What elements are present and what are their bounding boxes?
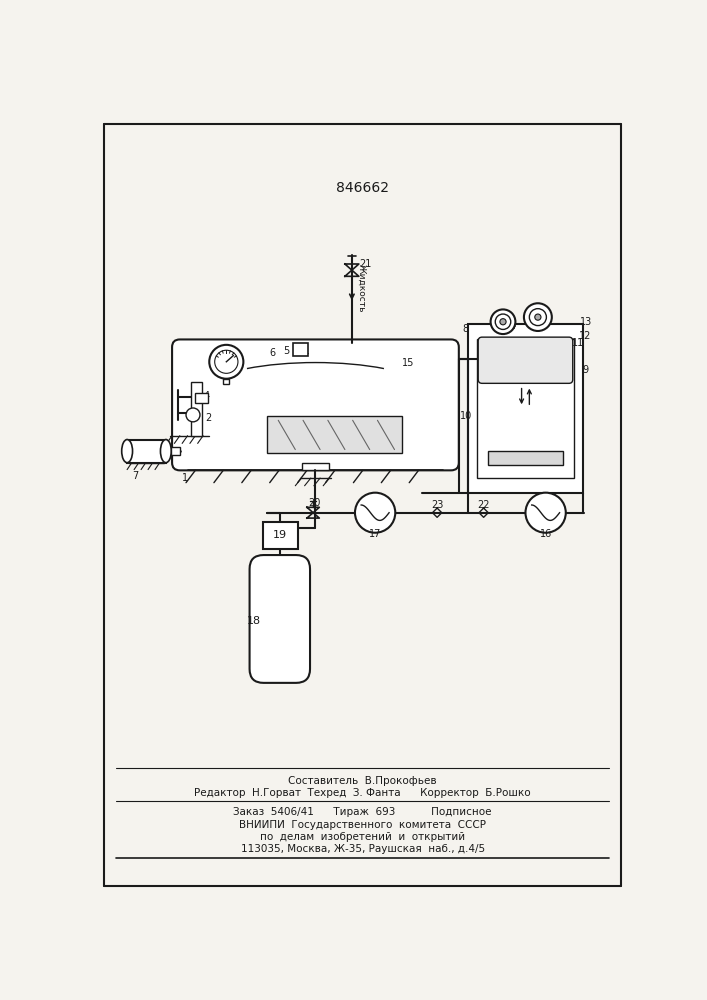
Circle shape [525,493,566,533]
Text: Жидкость: Жидкость [356,264,366,312]
Text: по  делам  изобретений  и  открытий: по делам изобретений и открытий [260,832,465,842]
Circle shape [355,493,395,533]
Bar [195,393,208,403]
Text: 1: 1 [182,473,188,483]
Circle shape [534,314,541,320]
Bar [301,463,329,470]
Text: 6: 6 [270,348,276,358]
Circle shape [215,350,238,373]
Text: Редактор  Н.Горват  Техред  З. Фанта      Корректор  Б.Рошко: Редактор Н.Горват Техред З. Фанта Коррек… [194,788,531,798]
Bar [192,382,202,436]
Bar [223,379,230,384]
Bar [468,324,583,493]
Circle shape [530,309,547,326]
Text: 5: 5 [284,346,290,356]
Text: 9: 9 [583,365,589,375]
FancyBboxPatch shape [478,337,573,383]
Text: 19: 19 [273,530,287,540]
Text: 113035, Москва, Ж-35, Раушская  наб., д.4/5: 113035, Москва, Ж-35, Раушская наб., д.4… [240,844,485,854]
Bar [488,451,563,465]
Ellipse shape [122,440,132,463]
Text: 846662: 846662 [337,181,390,195]
Bar [127,440,166,463]
Text: Заказ  5406/41      Тираж  693           Подписное: Заказ 5406/41 Тираж 693 Подписное [233,807,492,817]
Circle shape [524,303,552,331]
Bar [267,416,402,453]
Text: 10: 10 [460,411,473,421]
Circle shape [500,319,506,325]
Circle shape [495,314,510,329]
Bar [293,343,308,356]
Text: 8: 8 [463,324,469,334]
Text: ВНИИПИ  Государственного  комитета  СССР: ВНИИПИ Государственного комитета СССР [239,820,486,830]
Text: 21: 21 [359,259,371,269]
Text: 20: 20 [308,498,321,508]
Text: 14: 14 [505,321,517,331]
Text: 22: 22 [477,500,490,510]
Text: 3: 3 [214,354,219,364]
Text: 11: 11 [572,338,584,348]
Bar [170,447,180,455]
Bar [263,522,298,549]
Text: 18: 18 [246,615,260,626]
Text: 2: 2 [205,413,211,423]
Text: 17: 17 [369,529,381,539]
Text: 23: 23 [431,500,443,510]
Ellipse shape [160,440,171,463]
Text: 7: 7 [132,471,138,481]
Text: 13: 13 [580,317,592,327]
Text: 4: 4 [203,391,209,401]
Circle shape [491,309,515,334]
Circle shape [209,345,243,379]
Bar [477,339,573,478]
Text: 12: 12 [579,331,591,341]
Text: 24: 24 [297,348,309,358]
FancyBboxPatch shape [172,339,459,470]
Text: 15: 15 [402,358,414,368]
FancyBboxPatch shape [250,555,310,683]
Circle shape [186,408,200,422]
Text: 16: 16 [539,529,551,539]
Text: Составитель  В.Прокофьев: Составитель В.Прокофьев [288,776,437,786]
